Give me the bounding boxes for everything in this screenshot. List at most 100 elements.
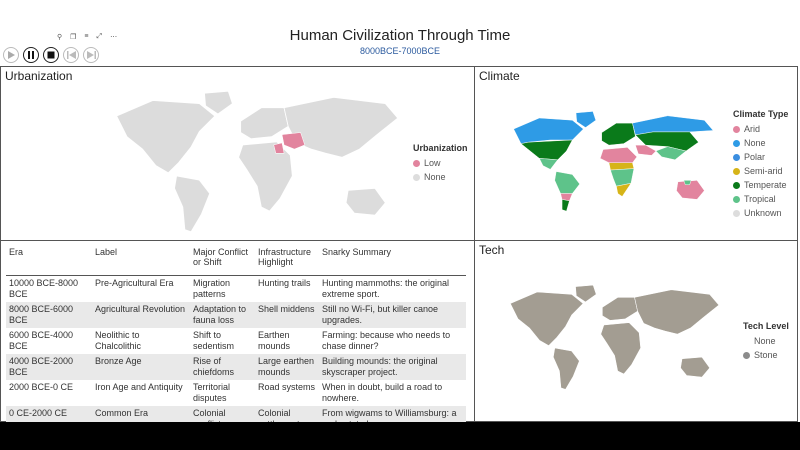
pause-icon — [28, 51, 34, 59]
legend-dot — [413, 173, 420, 181]
north-america-polar[interactable] — [513, 117, 584, 144]
copy-icon[interactable]: ❐ — [70, 34, 77, 41]
table-cell: Building mounds: the original skyscraper… — [319, 354, 466, 380]
table-row[interactable]: 8000 BCE-6000 BCE Agricultural Revolutio… — [6, 302, 466, 328]
table-cell: When in doubt, build a road to nowhere. — [322, 382, 443, 403]
legend-item[interactable]: None — [743, 334, 789, 348]
table-row[interactable]: 2000 BCE-0 CE Iron Age and Antiquity Ter… — [6, 380, 466, 406]
climate-map[interactable] — [499, 87, 719, 237]
legend-item[interactable]: Temperate — [733, 178, 788, 192]
legend-label: Arid — [744, 124, 761, 134]
table-row[interactable]: 6000 BCE-4000 BCE Neolithic to Chalcolit… — [6, 328, 466, 354]
more-options-icon[interactable]: ⋯ — [110, 34, 118, 41]
table-cell: Shift to sedentism — [193, 330, 235, 351]
australia-shape[interactable] — [345, 187, 386, 216]
table-cell: 10000 BCE-8000 BCE — [9, 278, 79, 299]
table-cell: Agricultural Revolution — [92, 302, 190, 328]
south-america-shape[interactable] — [174, 175, 211, 233]
stop-button[interactable] — [43, 47, 59, 63]
tech-map[interactable] — [495, 263, 725, 413]
legend-dot — [733, 181, 740, 189]
south-america-temperate[interactable] — [561, 199, 570, 212]
north-america-shape[interactable] — [116, 100, 216, 174]
column-header[interactable]: Label — [92, 245, 190, 276]
legend-item[interactable]: Stone — [743, 348, 789, 362]
south-america-shape[interactable] — [552, 347, 580, 390]
legend-item[interactable]: Tropical — [733, 192, 788, 206]
page-subtitle: 8000BCE-7000BCE — [359, 46, 441, 56]
legend-item[interactable]: None — [733, 136, 788, 150]
skip-forward-icon — [86, 51, 96, 59]
tech-panel[interactable]: Tech Tech Level None Stone — [474, 240, 798, 422]
greenland-shape[interactable] — [204, 90, 233, 115]
legend-item[interactable]: Low — [413, 156, 468, 170]
visual-header-toolbar: ⚲ ❐ ≡ ⤢ ⋯ — [57, 33, 117, 41]
middle-east-arid[interactable] — [635, 144, 657, 156]
legend-label: None — [754, 336, 776, 346]
south-america-tropical[interactable] — [554, 171, 580, 194]
north-america-shape[interactable] — [509, 291, 584, 347]
legend-dot — [743, 351, 750, 359]
australia-arid[interactable] — [676, 180, 705, 200]
low-urbanization-region[interactable] — [281, 132, 306, 150]
skip-back-icon — [66, 51, 76, 59]
table-cell: Iron Age and Antiquity — [95, 382, 183, 392]
south-africa-semi-arid[interactable] — [616, 182, 632, 197]
table-cell: Pre-Agricultural Era — [95, 278, 174, 288]
pin-icon[interactable]: ⚲ — [57, 34, 63, 41]
australia-tropical[interactable] — [683, 180, 692, 185]
urbanization-panel[interactable]: Urbanization Urbanization Low None — [0, 66, 475, 241]
africa-shape[interactable] — [238, 141, 293, 212]
play-button[interactable] — [3, 47, 19, 63]
legend-item[interactable]: None — [413, 170, 468, 184]
next-button[interactable] — [83, 47, 99, 63]
europe-temperate[interactable] — [601, 122, 636, 146]
playback-controls — [3, 47, 99, 63]
europe-shape[interactable] — [240, 107, 289, 140]
greenland-polar[interactable] — [575, 111, 597, 128]
north-america-temperate[interactable] — [520, 139, 573, 161]
tech-title: Tech — [479, 243, 505, 257]
greenland-shape[interactable] — [575, 284, 597, 303]
asia-shape[interactable] — [283, 96, 399, 158]
legend-item[interactable]: Unknown — [733, 206, 788, 220]
column-header[interactable]: Era — [6, 245, 92, 276]
table-cell: 2000 BCE-0 CE — [9, 382, 74, 392]
column-header[interactable]: Major Conflict or Shift — [190, 245, 255, 276]
legend-dot — [733, 209, 740, 217]
filter-icon[interactable]: ≡ — [84, 33, 89, 40]
table-cell: 8000 BCE-6000 BCE — [6, 302, 92, 328]
legend-label: Temperate — [744, 180, 787, 190]
australia-shape[interactable] — [680, 356, 711, 378]
table-row[interactable]: 4000 BCE-2000 BCE Bronze Age Rise of chi… — [6, 354, 466, 380]
north-africa-arid[interactable] — [599, 147, 638, 163]
europe-shape[interactable] — [602, 297, 638, 321]
low-urbanization-region-2[interactable] — [273, 142, 285, 154]
focus-mode-icon[interactable]: ⤢ — [96, 33, 103, 40]
table-row[interactable]: 10000 BCE-8000 BCE Pre-Agricultural Era … — [6, 276, 466, 303]
africa-shape[interactable] — [600, 322, 641, 375]
asia-temperate[interactable] — [634, 131, 699, 152]
table-cell: Road systems — [258, 382, 316, 392]
column-header[interactable]: Infrastructure Highlight — [255, 245, 319, 276]
column-header[interactable]: Snarky Summary — [319, 245, 466, 276]
urbanization-map[interactable] — [96, 85, 406, 240]
south-asia-tropical[interactable] — [655, 146, 687, 161]
report-header: ⚲ ❐ ≡ ⤢ ⋯ Human Civilization Through Tim… — [0, 0, 800, 66]
legend-dot — [733, 153, 740, 161]
legend-item[interactable]: Arid — [733, 122, 788, 136]
legend-dot — [413, 159, 420, 167]
table-cell: Territorial disputes — [193, 382, 231, 403]
climate-legend: Climate Type Arid None Polar Semi-arid T… — [733, 109, 788, 220]
legend-item[interactable]: Semi-arid — [733, 164, 788, 178]
previous-button[interactable] — [63, 47, 79, 63]
pause-button[interactable] — [23, 47, 39, 63]
central-america-tropical[interactable] — [538, 158, 559, 170]
table-cell: Migration patterns — [193, 278, 231, 299]
legend-item[interactable]: Polar — [733, 150, 788, 164]
climate-panel[interactable]: Climate — [474, 66, 798, 241]
asia-shape[interactable] — [634, 289, 720, 335]
legend-dot — [733, 139, 740, 147]
table-cell: Farming: because who needs to chase dinn… — [322, 330, 451, 351]
table-cell: Adaptation to fauna loss — [190, 302, 255, 328]
